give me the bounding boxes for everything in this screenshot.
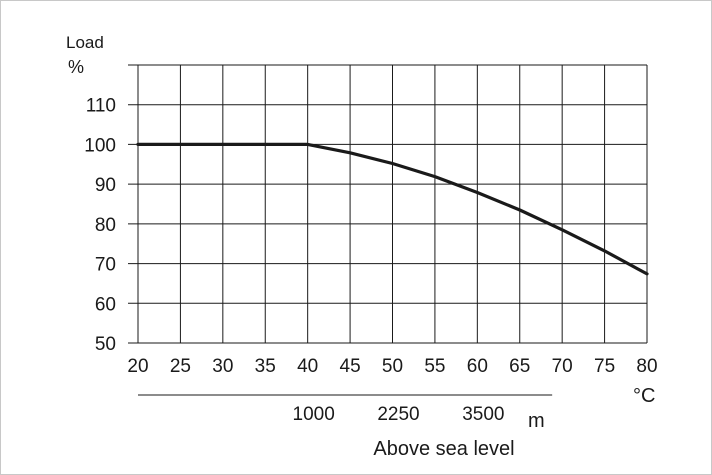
- x-tick-label-8: 60: [467, 356, 488, 377]
- series-line-0: [136, 142, 649, 276]
- altitude-unit: m: [528, 410, 545, 432]
- y-tick-label-4: 90: [95, 175, 116, 196]
- x-axis-unit: °C: [633, 385, 655, 407]
- y-tick-label-3: 80: [95, 215, 116, 236]
- x-tick-label-7: 55: [424, 356, 445, 377]
- x-tick-label-1: 25: [170, 356, 191, 377]
- x-tick-label-0: 20: [127, 356, 148, 377]
- altitude-tick-label-0: 1000: [293, 404, 335, 425]
- x-tick-label-11: 75: [594, 356, 615, 377]
- y-tick-label-5: 100: [84, 135, 116, 156]
- x-tick-label-6: 50: [382, 356, 403, 377]
- y-axis-unit: %: [68, 57, 84, 77]
- x-tick-label-12: 80: [636, 356, 657, 377]
- y-tick-label-1: 60: [95, 294, 116, 315]
- altitude-axis-label: Above sea level: [373, 438, 514, 460]
- y-tick-label-2: 70: [95, 255, 116, 276]
- altitude-axis: 1000 2250 3500: [138, 394, 553, 425]
- x-tick-label-10: 70: [552, 356, 573, 377]
- x-tick-label-4: 40: [297, 356, 318, 377]
- y-tick-label-0: 50: [95, 334, 116, 355]
- x-tick-labels: 20 25 30 35 40 45 50 55 60 65 70 75 80: [127, 356, 657, 377]
- altitude-tick-label-2: 3500: [462, 404, 504, 425]
- altitude-tick-label-1: 2250: [377, 404, 419, 425]
- x-tick-label-9: 65: [509, 356, 530, 377]
- y-axis-label: Load: [66, 33, 104, 52]
- y-tick-label-6: 110: [86, 96, 116, 117]
- y-tick-labels: 50 60 70 80 90 100 110: [84, 96, 116, 355]
- x-tick-label-2: 30: [212, 356, 233, 377]
- grid: [128, 64, 648, 344]
- series-group: [136, 142, 649, 276]
- x-tick-label-5: 45: [340, 356, 361, 377]
- x-tick-label-3: 35: [255, 356, 276, 377]
